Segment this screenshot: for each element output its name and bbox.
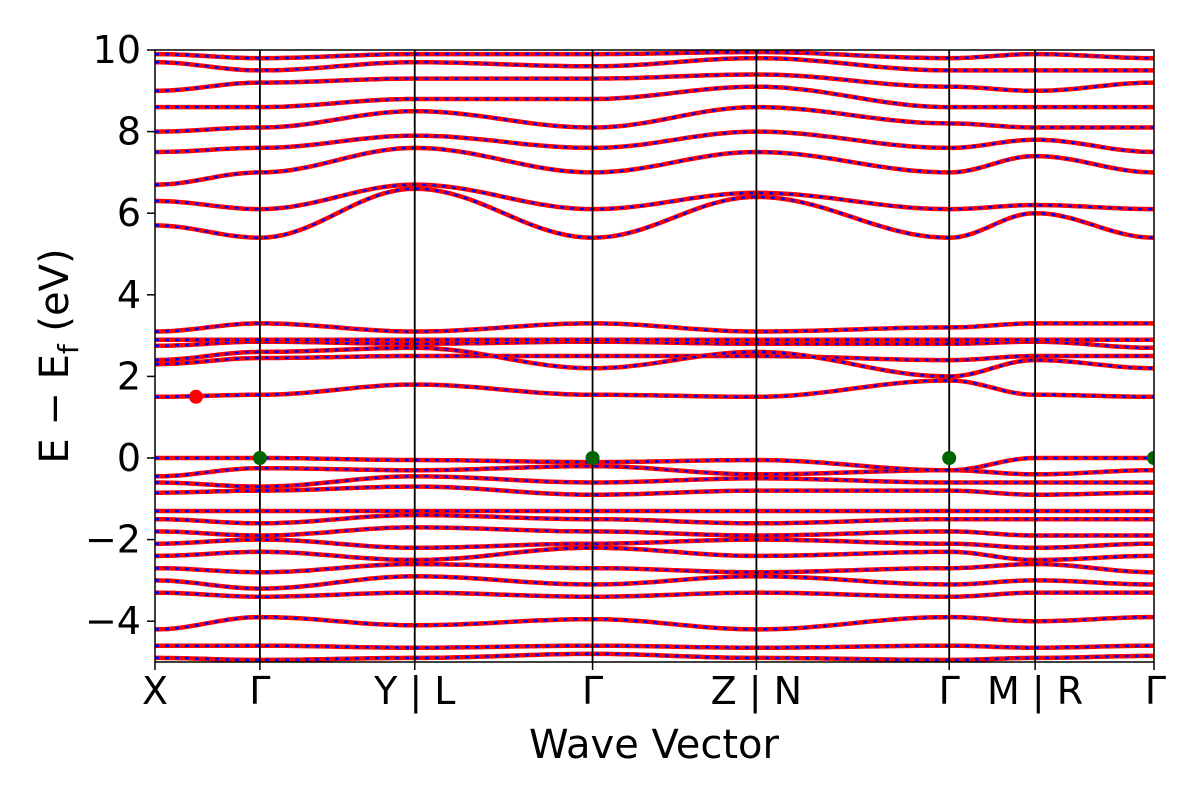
band-line-dashed-25 <box>155 105 1154 133</box>
x-tick-label-4: Z | N <box>711 669 802 714</box>
y-axis-label-unit: (eV) <box>32 248 78 344</box>
band-line-7 <box>155 537 1154 551</box>
y-axis-label-main: E − E <box>32 354 78 464</box>
cbm-marker-0 <box>188 389 203 404</box>
y-tick-label-0: −4 <box>85 599 141 643</box>
plot-frame <box>154 49 1155 663</box>
band-line-dashed-28 <box>155 56 1154 72</box>
band-line-8 <box>155 525 1154 538</box>
vbm-marker-3 <box>1147 451 1154 465</box>
band-line-dashed-3 <box>155 591 1154 598</box>
band-line-dashed-12 <box>155 475 1154 488</box>
band-line-dashed-2 <box>155 615 1154 631</box>
x-tick-label-2: Y | L <box>373 669 455 714</box>
band-line-dashed-14 <box>155 456 1154 472</box>
band-line-18 <box>155 339 1154 351</box>
band-line-dashed-0 <box>155 652 1154 662</box>
extrema-markers <box>188 389 1154 465</box>
band-line-dashed-16 <box>155 354 1154 366</box>
y-tick-label-5: 6 <box>117 191 141 235</box>
vbm-marker-0 <box>252 451 267 465</box>
band-line-dashed-7 <box>155 538 1154 550</box>
x-tick-label-7: Γ <box>1145 669 1166 713</box>
band-line-dashed-26 <box>155 85 1154 109</box>
x-tick-label-3: Γ <box>582 669 603 713</box>
band-line-0 <box>155 651 1154 662</box>
y-axis-ticks: −4 −2 0 2 4 6 8 10 <box>85 28 155 643</box>
y-axis-label-subscript: f <box>52 343 85 354</box>
band-line-dashed-15 <box>155 379 1154 399</box>
band-line-dashed-1 <box>155 644 1154 649</box>
x-tick-label-1: Γ <box>249 669 270 713</box>
band-line-dashed-5 <box>155 562 1154 574</box>
band-line-dashed-6 <box>155 546 1154 562</box>
high-symmetry-lines <box>258 50 1037 662</box>
band-line-29 <box>155 50 1154 61</box>
vbm-marker-2 <box>942 451 957 465</box>
x-tick-label-0: X <box>142 669 168 713</box>
y-tick-label-3: 2 <box>117 354 141 398</box>
band-line-dashed-20 <box>155 322 1154 333</box>
x-axis-label: Wave Vector <box>529 722 780 768</box>
y-tick-label-2: 0 <box>117 436 141 480</box>
band-line-dashed-4 <box>155 575 1154 590</box>
x-tick-label-6: M | R <box>987 669 1083 714</box>
band-line-23 <box>155 145 1154 187</box>
y-tick-label-4: 4 <box>117 273 141 317</box>
band-line-dashed-27 <box>155 73 1154 93</box>
band-line-dashed-24 <box>155 130 1154 154</box>
band-line-5 <box>155 561 1154 575</box>
band-line-1 <box>155 643 1154 650</box>
band-line-25 <box>155 104 1154 134</box>
band-line-dashed-9 <box>155 513 1154 525</box>
band-line-dashed-11 <box>155 485 1154 496</box>
band-lines <box>155 50 1154 662</box>
vbm-marker-1 <box>585 451 600 465</box>
band-line-dashed-13 <box>155 464 1154 478</box>
band-line-9 <box>155 512 1154 526</box>
y-tick-label-6: 8 <box>117 110 141 154</box>
band-line-dashed-29 <box>155 50 1154 60</box>
y-tick-label-1: −2 <box>85 518 141 562</box>
band-line-dashed-21 <box>155 187 1154 239</box>
band-line-3 <box>155 590 1154 599</box>
x-axis-ticks: X Γ Y | L Γ Z | N Γ M | R Γ <box>142 662 1166 714</box>
y-axis-label: E − Ef (eV) <box>32 248 85 463</box>
band-line-dashed-23 <box>155 146 1154 186</box>
band-line-dashed-8 <box>155 526 1154 537</box>
band-line-dashed-17 <box>155 346 1154 378</box>
x-tick-label-5: Γ <box>939 669 960 713</box>
band-line-dashed-22 <box>155 183 1154 211</box>
band-line-21 <box>155 186 1154 240</box>
band-line-11 <box>155 484 1154 497</box>
y-tick-label-7: 10 <box>93 28 141 72</box>
